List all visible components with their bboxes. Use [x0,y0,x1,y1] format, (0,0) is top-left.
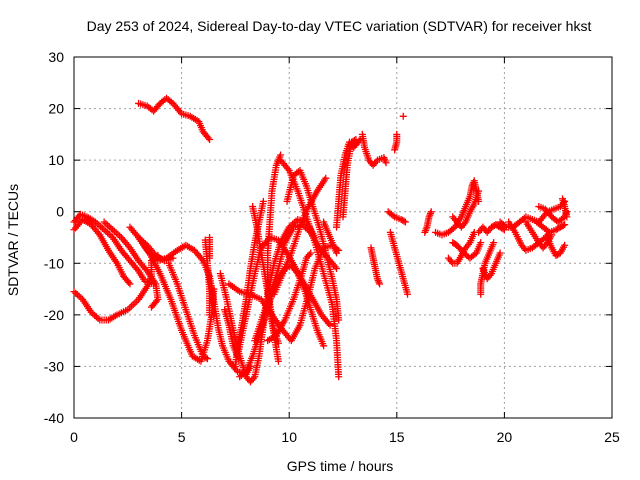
data-point [307,249,315,257]
data-point [374,276,382,284]
series-arc-35 [421,208,435,236]
y-tick-labels: -40 -30 -20 -10 0 10 20 30 [44,49,64,426]
data-point [422,225,430,233]
series-arc-04 [100,218,162,311]
plot-border [73,56,613,419]
x-tick-label: 15 [389,429,405,445]
y-tick-label: -30 [44,358,64,374]
data-point [426,211,434,219]
series-arc-49 [559,195,571,221]
series-arc-37 [444,228,478,267]
x-axis-label: GPS time / hours [287,458,394,474]
x-tick-label: 0 [70,429,78,445]
data-point [206,254,214,262]
y-tick-label: -20 [44,307,64,323]
series-arc-02 [70,210,158,288]
series-arc-10 [165,259,211,363]
series-arc-31 [384,208,409,226]
series-arc-40 [477,239,498,298]
data-point [382,159,390,167]
series-arc-42 [475,221,508,236]
series-arc-30 [367,244,384,288]
data-series [70,94,571,386]
data-point [326,321,334,329]
series-arc-25 [320,218,341,257]
series-arc-07 [135,94,214,144]
data-point [393,130,401,138]
data-point [399,112,407,120]
x-tick-label: 10 [281,429,297,445]
series-arc-29 [358,130,390,169]
data-point [559,221,567,229]
data-point [202,354,210,362]
data-point [400,217,408,225]
series-arc-34 [399,112,407,120]
series-arc-12 [206,234,214,262]
data-point [203,355,211,363]
series-arc-41 [479,249,504,283]
series-arc-20 [264,249,315,345]
data-point [563,213,571,221]
data-point [401,218,409,226]
data-point [206,311,214,319]
y-tick-label: 0 [56,204,64,220]
series-arc-48 [543,234,569,260]
series-arc-39 [449,187,483,231]
data-point [335,373,343,381]
data-point [293,268,301,276]
data-point [274,339,282,347]
series-arc-32 [386,228,412,298]
x-tick-label: 20 [497,429,513,445]
data-point [206,136,214,144]
data-point [389,212,397,220]
data-point [147,303,155,311]
grid-lines [74,57,612,418]
x-tick-label: 25 [604,429,620,445]
series-arc-36 [432,177,483,239]
data-point [149,302,157,310]
data-point [490,239,498,247]
series-arc-38 [449,239,485,262]
x-tick-labels: 0 5 10 15 20 25 [70,429,620,445]
data-point [129,301,137,309]
x-tick-label: 5 [178,429,186,445]
data-point [496,249,504,257]
data-point [333,249,341,257]
y-tick-label: 30 [48,49,64,65]
data-point [477,239,485,247]
y-axis-label: SDTVAR / TECUs [5,184,21,296]
data-point [540,235,548,243]
data-point [204,134,212,142]
data-point [427,208,435,216]
series-arc-24 [249,203,282,347]
data-point [475,187,483,195]
axes [73,56,613,419]
data-point [131,299,139,307]
series-arc-33 [391,130,401,154]
data-point [561,221,569,229]
data-point [320,342,328,350]
series-arc-03 [70,215,134,288]
y-tick-label: 10 [48,152,64,168]
data-point [501,222,509,230]
data-point [125,278,133,286]
y-tick-label: 20 [48,101,64,117]
data-point [561,241,569,249]
y-tick-label: -40 [44,410,64,426]
data-point [126,280,134,288]
data-point [127,302,135,310]
series-arc-46 [533,218,569,236]
data-point [259,197,267,205]
data-point [322,174,330,182]
data-point [376,280,384,288]
data-point [404,290,412,298]
data-point [167,98,175,106]
chart-title: Day 253 of 2024, Sidereal Day-to-day VTE… [87,18,592,34]
data-point [335,316,343,324]
series-arc-23 [270,174,330,298]
data-point [333,264,341,272]
y-tick-label: -10 [44,255,64,271]
